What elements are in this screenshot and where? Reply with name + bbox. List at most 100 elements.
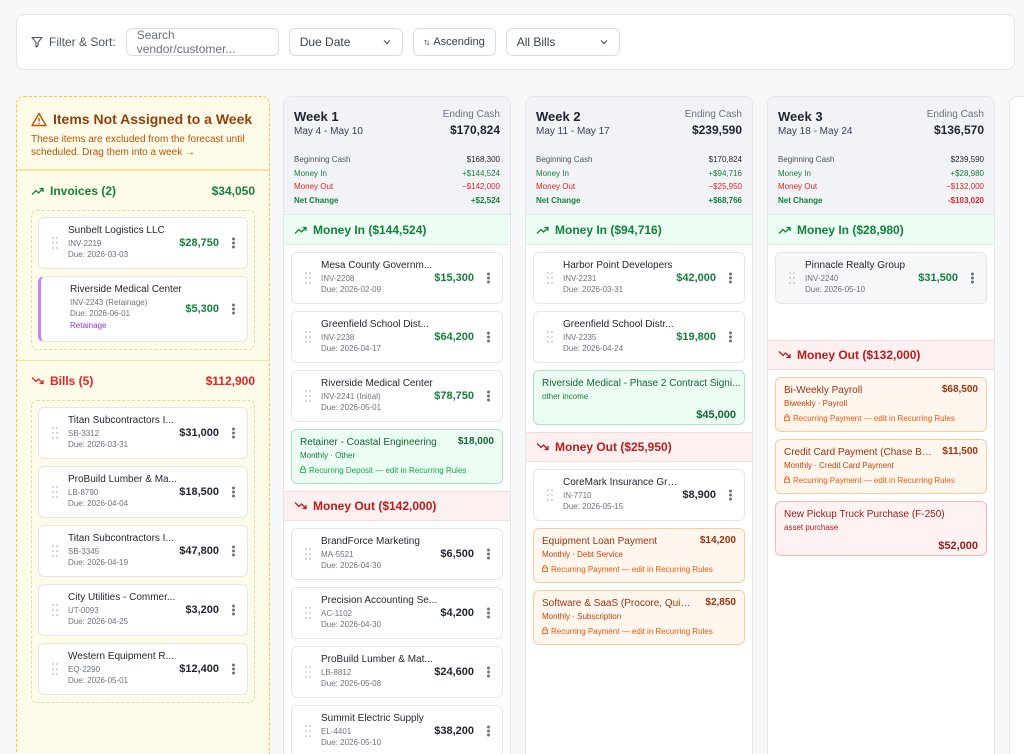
row-value: −$25,950 xyxy=(708,182,742,191)
row-value: −$132,000 xyxy=(945,182,984,191)
bill-card[interactable]: CoreMark Insurance Gro... IN-7710 Due: 2… xyxy=(533,469,745,521)
recurring-note-text: Recurring Payment — edit in Recurring Ru… xyxy=(793,476,955,485)
more-options-icon[interactable] xyxy=(487,725,490,737)
more-options-icon[interactable] xyxy=(487,331,490,343)
bill-card[interactable]: Western Equipment R... EQ-2290 Due: 2026… xyxy=(38,643,248,695)
search-input[interactable]: Search vendor/customer... xyxy=(125,28,279,56)
more-options-icon[interactable] xyxy=(487,666,490,678)
card-amount: $2,850 xyxy=(705,597,736,608)
more-options-icon[interactable] xyxy=(487,548,490,560)
card-code: UT-0093 xyxy=(68,606,99,615)
invoice-card[interactable]: Greenfield School Distr... INV-2235 Due:… xyxy=(533,311,745,363)
recurring-payment-card[interactable]: Software & SaaS (Procore, QuickB... $2,8… xyxy=(533,590,745,645)
bill-filter-value: All Bills xyxy=(516,35,556,49)
drag-handle-icon[interactable] xyxy=(547,272,553,284)
sort-order-button[interactable]: Ascending xyxy=(412,28,496,56)
unassigned-header: Items Not Assigned to a Week These items… xyxy=(17,97,269,170)
bill-card[interactable]: ProBuild Lumber & Ma... LB-8790 Due: 202… xyxy=(38,466,248,518)
drag-handle-icon[interactable] xyxy=(305,666,311,678)
card-amount: $12,400 xyxy=(179,663,219,675)
card-due: Due: 2026-03-31 xyxy=(563,285,624,294)
bill-filter-select[interactable]: All Bills xyxy=(505,28,620,56)
money-out-row: Money Out −$25,950 xyxy=(536,180,742,194)
card-due: Due: 2026-05-08 xyxy=(321,679,382,688)
sort-order-label: Ascending xyxy=(433,36,485,48)
bill-card[interactable]: BrandForce Marketing MA-5521 Due: 2026-0… xyxy=(291,528,503,580)
recurring-payment-card[interactable]: Equipment Loan Payment $14,200 Monthly ·… xyxy=(533,528,745,583)
more-options-icon[interactable] xyxy=(487,607,490,619)
bill-card[interactable]: Summit Electric Supply EL-4401 Due: 2026… xyxy=(291,705,503,754)
bill-card[interactable]: Precision Accounting Se... AC-1102 Due: … xyxy=(291,587,503,639)
drag-handle-icon[interactable] xyxy=(305,725,311,737)
recurring-payment-card[interactable]: Credit Card Payment (Chase Busi... $11,5… xyxy=(775,439,987,494)
bill-card[interactable]: ProBuild Lumber & Mat... LB-8812 Due: 20… xyxy=(291,646,503,698)
invoice-card[interactable]: Riverside Medical Center INV-2241 (Initi… xyxy=(291,370,503,422)
date-field-select[interactable]: Due Date xyxy=(288,28,403,56)
card-name: Equipment Loan Payment xyxy=(542,536,658,547)
invoice-card[interactable]: Pinnacle Realty Group INV-2240 Due: 2026… xyxy=(775,252,987,304)
card-name: Mesa County Governm... xyxy=(321,260,433,271)
card-code: AC-1102 xyxy=(321,609,352,618)
drag-handle-icon[interactable] xyxy=(305,390,311,402)
row-value: +$94,716 xyxy=(708,168,742,178)
drag-handle-icon[interactable] xyxy=(52,486,58,498)
drag-handle-icon[interactable] xyxy=(52,663,58,675)
money-out-header-text: Money Out ($142,000) xyxy=(313,499,437,513)
card-name: Retainer - Coastal Engineering xyxy=(300,437,437,448)
row-label: Money In xyxy=(294,168,327,178)
bill-card[interactable]: City Utilities - Commer... UT-0093 Due: … xyxy=(38,584,248,636)
card-amount: $19,800 xyxy=(676,331,716,343)
card-due: Due: 2026-04-17 xyxy=(321,344,382,353)
invoice-card[interactable]: Mesa County Governm... INV-2208 Due: 202… xyxy=(291,252,503,304)
drag-handle-icon[interactable] xyxy=(305,331,311,343)
more-options-icon[interactable] xyxy=(487,390,490,402)
card-name: ProBuild Lumber & Ma... xyxy=(68,474,177,485)
more-options-icon[interactable] xyxy=(232,663,235,675)
other-income-card[interactable]: Riverside Medical - Phase 2 Contract Sig… xyxy=(533,370,745,425)
bill-card[interactable]: Titan Subcontractors I... SB-3312 Due: 2… xyxy=(38,407,248,459)
card-due: Due: 2026-05-01 xyxy=(68,676,129,685)
recurring-deposit-card[interactable]: Retainer - Coastal Engineering $18,000 M… xyxy=(291,429,503,484)
drag-handle-icon[interactable] xyxy=(547,331,553,343)
drag-handle-icon[interactable] xyxy=(305,548,311,560)
asset-purchase-card[interactable]: New Pickup Truck Purchase (F-250) asset … xyxy=(775,501,987,556)
more-options-icon[interactable] xyxy=(232,604,235,616)
invoice-card[interactable]: Greenfield School Dist... INV-2238 Due: … xyxy=(291,311,503,363)
invoice-card[interactable]: Harbor Point Developers INV-2231 Due: 20… xyxy=(533,252,745,304)
drag-handle-icon[interactable] xyxy=(52,604,58,616)
unassigned-items-panel: Items Not Assigned to a Week These items… xyxy=(16,96,270,754)
more-options-icon[interactable] xyxy=(232,237,235,249)
drag-handle-icon[interactable] xyxy=(52,237,58,249)
lock-icon xyxy=(300,466,306,473)
net-change-row: Net Change -$103,020 xyxy=(778,194,984,208)
invoice-card[interactable]: Sunbelt Logistics LLC INV-2219 Due: 2026… xyxy=(38,217,248,269)
invoice-card[interactable]: Riverside Medical Center INV-2243 (Retai… xyxy=(38,276,248,342)
more-options-icon[interactable] xyxy=(729,272,732,284)
more-options-icon[interactable] xyxy=(487,272,490,284)
card-amount: $14,200 xyxy=(699,535,736,546)
net-change-row: Net Change +$2,524 xyxy=(294,194,500,208)
drag-handle-icon[interactable] xyxy=(52,545,58,557)
sort-icon xyxy=(423,39,430,45)
drag-handle-icon[interactable] xyxy=(52,427,58,439)
drag-handle-icon[interactable] xyxy=(789,272,795,284)
unassigned-bills-header: Bills (5) $112,900 xyxy=(17,360,269,400)
unassigned-bills-list: Titan Subcontractors I... SB-3312 Due: 2… xyxy=(31,400,255,703)
more-options-icon[interactable] xyxy=(232,427,235,439)
trend-down-icon xyxy=(294,502,307,510)
card-category: other income xyxy=(542,392,589,401)
bill-card[interactable]: Titan Subcontractors I... SB-3345 Due: 2… xyxy=(38,525,248,577)
card-name: Greenfield School Dist... xyxy=(321,319,429,330)
more-options-icon[interactable] xyxy=(729,489,732,501)
more-options-icon[interactable] xyxy=(971,272,974,284)
more-options-icon[interactable] xyxy=(232,486,235,498)
week-title: Week 3 xyxy=(778,109,823,124)
more-options-icon[interactable] xyxy=(232,303,235,315)
drag-handle-icon[interactable] xyxy=(305,272,311,284)
more-options-icon[interactable] xyxy=(232,545,235,557)
recurring-payment-card[interactable]: Bi-Weekly Payroll $68,500 Biweekly · Pay… xyxy=(775,377,987,432)
drag-handle-icon[interactable] xyxy=(305,607,311,619)
more-options-icon[interactable] xyxy=(729,331,732,343)
drag-handle-icon[interactable] xyxy=(547,489,553,501)
week-column-2: Week 2 May 11 - May 17 Ending Cash $239,… xyxy=(525,96,753,754)
